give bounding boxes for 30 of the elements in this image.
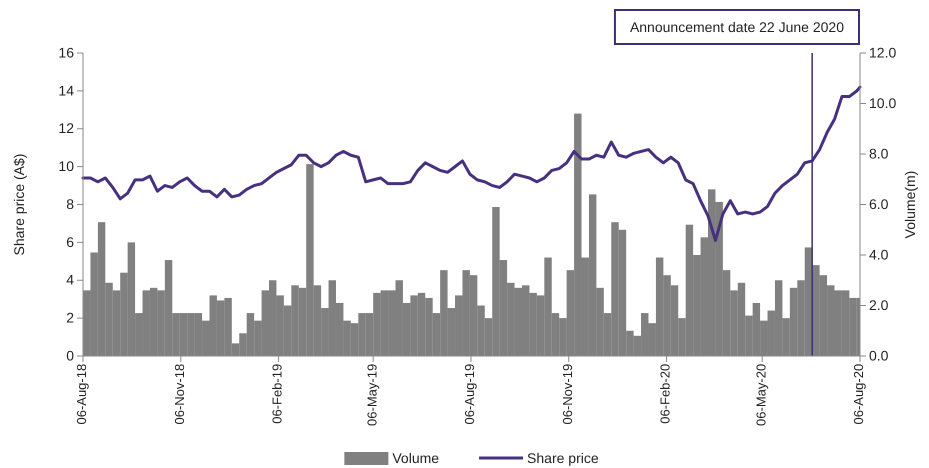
x-tick-label: 06-Aug-20 [851, 364, 866, 425]
x-tick-label: 06-May-19 [364, 364, 380, 426]
y2-tick-label: 10.0 [869, 94, 896, 111]
legend-label: Share price [527, 450, 599, 466]
y-tick-label: 14 [58, 82, 74, 98]
x-tick-label: 06-Feb-20 [658, 364, 673, 424]
y2-tick-label: 4.0 [869, 246, 889, 262]
x-tick-label: 06-Aug-18 [74, 364, 90, 425]
y2-tick-label: 8.0 [869, 145, 889, 162]
y-tick-label: 4 [66, 272, 74, 288]
x-tick-label: 06-Feb-19 [270, 364, 285, 424]
y-axis-title: Share price (A$) [11, 154, 27, 256]
y-tick-label: 10 [58, 158, 74, 174]
x-tick-label: 06-Aug-19 [462, 364, 478, 425]
y2-tick-label: 0.0 [869, 347, 889, 364]
y2-tick-label: 12.0 [869, 44, 896, 60]
y2-tick-label: 2.0 [869, 296, 889, 313]
y-tick-label: 2 [66, 310, 74, 326]
y-tick-label: 0 [66, 347, 74, 364]
y-tick-label: 16 [58, 44, 74, 60]
ref-line-label: Announcement date 22 June 2020 [630, 19, 844, 35]
x-tick-label: 06-Nov-19 [560, 364, 575, 425]
y2-tick-label: 6.0 [869, 196, 889, 212]
legend-label: Volume [392, 450, 440, 466]
x-tick-label: 06-May-20 [753, 364, 768, 426]
x-tick-label: 06-Nov-18 [172, 364, 187, 425]
y-tick-label: 8 [66, 196, 74, 212]
y-tick-label: 6 [66, 234, 74, 250]
y-tick-label: 12 [58, 120, 74, 136]
y2-axis-title: Volume(m) [902, 170, 918, 238]
